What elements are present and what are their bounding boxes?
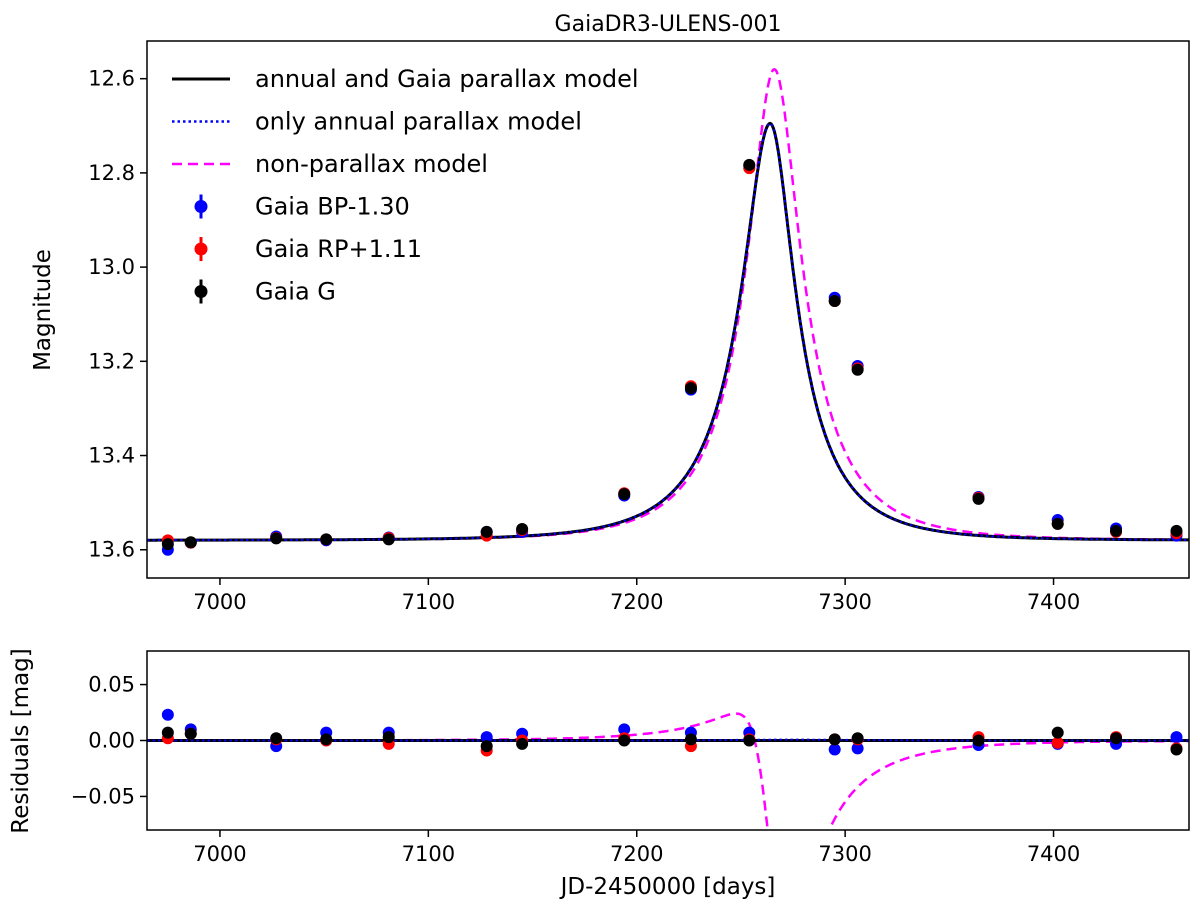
residual-xtick-label: 7100 [402, 842, 455, 866]
chart-title: GaiaDR3-ULENS-001 [555, 12, 782, 37]
residual-xtick-label: 7400 [1027, 842, 1080, 866]
legend-label-gaia-bp-1-30: Gaia BP-1.30 [255, 193, 410, 221]
residual-point-gaia-g [684, 733, 697, 746]
main-point-gaia-g [743, 158, 756, 171]
legend-label-only-annual-parallax-model: only annual parallax model [255, 108, 582, 136]
residual-point-gaia-g [1110, 732, 1123, 745]
residual-ytick-label: 0.00 [88, 729, 135, 753]
residuals-panel: 0.05 0.00 −0.05 7000 7100 7200 7300 7400 Resid… [8, 648, 1190, 866]
legend-label-non-parallax-model: non-parallax model [255, 150, 488, 178]
residuals-axes-frame [146, 650, 1190, 831]
residual-point-gaia-g [851, 732, 864, 745]
residual-point-gaia-g [184, 727, 197, 740]
main-axes-frame [146, 40, 1190, 579]
main-point-gaia-g [618, 488, 631, 501]
main-ytick-label: 12.6 [88, 67, 135, 91]
main-ytick-label: 13.2 [88, 349, 135, 373]
main-point-gaia-g [270, 532, 283, 545]
residual-point-gaia-bp-1-30 [851, 742, 864, 755]
legend-label-gaia-rp-1-11: Gaia RP+1.11 [255, 235, 422, 263]
main-point-gaia-g [516, 523, 529, 536]
main-point-gaia-g [1110, 524, 1123, 537]
main-point-gaia-g [684, 382, 697, 395]
residual-point-gaia-bp-1-30 [1170, 731, 1183, 744]
residual-point-gaia-g [161, 726, 174, 739]
main-point-gaia-g [972, 492, 985, 505]
main-ytick-label: 13.0 [88, 255, 135, 279]
residual-point-gaia-g [618, 734, 631, 747]
residual-point-gaia-g [382, 731, 395, 744]
legend-marker-gaia-g [194, 285, 208, 298]
residual-xtick-label: 7300 [818, 842, 871, 866]
residual-point-gaia-bp-1-30 [480, 731, 493, 744]
legend-label-annual-and-gaia-parallax-model: annual and Gaia parallax model [255, 65, 639, 93]
residual-point-gaia-bp-1-30 [161, 708, 174, 721]
residual-xtick-label: 7200 [610, 842, 663, 866]
main-ylabel: Magnitude [30, 249, 56, 371]
legend-marker-gaia-bp-1-30 [194, 200, 208, 213]
main-point-gaia-g [1170, 524, 1183, 537]
residual-ytick-label: −0.05 [71, 784, 135, 808]
main-xtick-label: 7200 [610, 590, 663, 614]
main-point-gaia-g [184, 536, 197, 549]
residual-point-gaia-bp-1-30 [828, 743, 841, 756]
residual-ytick-label: 0.05 [88, 673, 135, 697]
main-xtick-label: 7400 [1027, 590, 1080, 614]
xlabel: JD-2450000 [days] [559, 874, 776, 900]
legend-marker-gaia-rp-1-11 [194, 242, 208, 256]
residual-point-gaia-rp-1-11 [1051, 736, 1064, 749]
residual-point-gaia-g [743, 734, 756, 747]
main-ytick-label: 13.6 [88, 538, 135, 562]
main-point-gaia-g [1051, 517, 1064, 530]
main-xtick-label: 7300 [818, 590, 871, 614]
main-point-gaia-g [828, 295, 841, 308]
residual-point-gaia-g [480, 740, 493, 753]
main-point-gaia-g [320, 533, 333, 546]
residual-point-gaia-g [972, 734, 985, 747]
annual-gaia-parallax-model-line [147, 121, 1189, 542]
legend-label-gaia-g: Gaia G [255, 278, 336, 306]
legend: annual and Gaia parallax model only annua… [172, 65, 639, 306]
residual-point-gaia-g [1170, 743, 1183, 756]
main-ytick-label: 12.8 [88, 161, 135, 185]
residual-point-gaia-g [516, 737, 529, 750]
main-point-gaia-g [161, 538, 174, 551]
main-point-gaia-g [480, 525, 493, 538]
non-parallax-residual-line [147, 712, 1189, 830]
main-point-gaia-g [851, 363, 864, 376]
residual-point-gaia-bp-1-30 [618, 723, 631, 736]
magnitude-panel: 12.6 12.8 13.0 13.2 13.4 13.6 7000 7100 7200 730… [30, 40, 1190, 614]
residual-point-gaia-g [828, 733, 841, 746]
residual-point-gaia-g [1051, 726, 1064, 739]
main-ytick-label: 13.4 [88, 444, 135, 468]
residual-point-gaia-g [270, 732, 283, 745]
residual-point-gaia-g [320, 733, 333, 746]
residuals-ylabel: Residuals [mag] [8, 648, 34, 833]
residual-xtick-label: 7000 [193, 842, 246, 866]
main-point-gaia-g [382, 533, 395, 546]
annual-parallax-model-line [147, 122, 1189, 542]
main-xtick-label: 7000 [193, 590, 246, 614]
main-xtick-label: 7100 [402, 590, 455, 614]
